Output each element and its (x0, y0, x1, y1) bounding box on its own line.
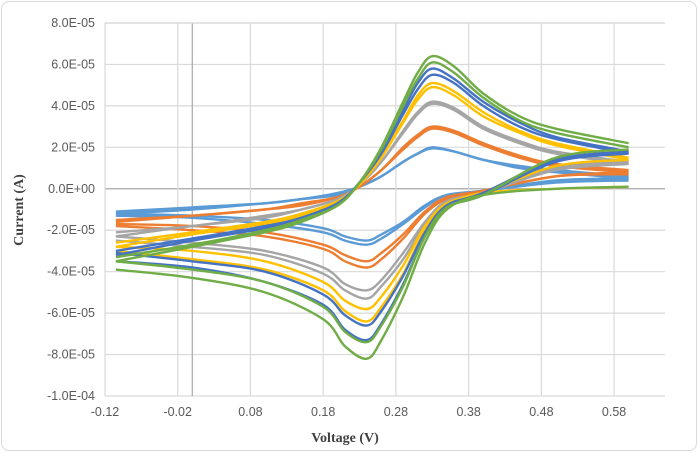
series-11 (115, 61, 629, 344)
reverse-scan-line (115, 171, 629, 269)
x-tick-label: -0.02 (163, 405, 192, 419)
y-axis-title: Current (A) (12, 174, 27, 246)
x-tick-label: -0.12 (91, 405, 120, 419)
reverse-scan-line (115, 148, 629, 344)
reverse-scan-line (115, 150, 629, 327)
series-4 (115, 125, 629, 269)
y-tick-label: 2.0E-05 (51, 140, 95, 154)
x-tick-label: 0.58 (602, 405, 626, 419)
x-tick-label: 0.18 (311, 405, 335, 419)
forward-scan-line (115, 81, 629, 248)
series-12 (115, 54, 629, 360)
forward-scan-line (115, 125, 629, 224)
forward-scan-line (115, 61, 629, 259)
forward-scan-line (115, 54, 629, 263)
x-tick-label: 0.48 (529, 405, 553, 419)
y-tick-label: 0.0E+00 (48, 182, 95, 196)
forward-scan-line (115, 147, 629, 215)
forward-scan-line (115, 100, 629, 238)
y-tick-label: -2.0E-05 (47, 223, 95, 237)
series-9 (115, 73, 629, 327)
forward-scan-line (115, 73, 629, 253)
x-tick-label: 0.28 (384, 405, 408, 419)
y-tick-label: -8.0E-05 (47, 348, 95, 362)
y-tick-label: -1.0E-04 (47, 389, 95, 403)
x-tick-label: 0.38 (456, 405, 480, 419)
x-tick-labels: -0.12 -0.02 0.08 0.18 0.28 0.38 0.48 0.58 (91, 405, 627, 419)
y-tick-label: -6.0E-05 (47, 306, 95, 320)
x-axis-title: Voltage (V) (311, 431, 379, 446)
y-tick-label: 6.0E-05 (51, 57, 95, 71)
y-tick-label: 4.0E-05 (51, 99, 95, 113)
y-tick-labels: 8.0E-05 6.0E-05 4.0E-05 2.0E-05 0.0E+00 -2.0E… (47, 16, 95, 403)
forward-scan-line (115, 67, 629, 257)
series-group (115, 54, 629, 360)
reverse-scan-line (115, 185, 629, 360)
y-tick-label: 8.0E-05 (51, 16, 95, 30)
y-tick-label: -4.0E-05 (47, 265, 95, 279)
x-tick-label: 0.08 (238, 405, 262, 419)
